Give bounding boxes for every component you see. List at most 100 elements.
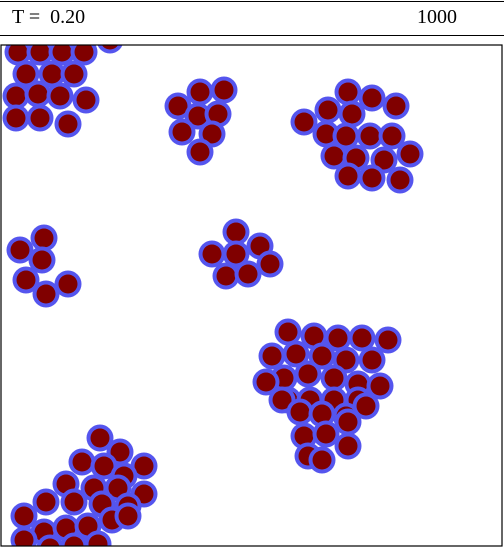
particle-core — [356, 396, 376, 416]
particle-core — [360, 126, 380, 146]
particle — [97, 45, 123, 54]
particle-core — [118, 506, 138, 526]
particle-core — [42, 64, 62, 84]
particle — [282, 340, 310, 368]
particle — [320, 364, 348, 392]
simulation-header: T = 0.20 1000 — [0, 0, 504, 36]
particle-core — [190, 82, 210, 102]
particle — [374, 326, 402, 354]
particle-core — [382, 126, 402, 146]
particle — [198, 240, 226, 268]
particle-core — [214, 80, 234, 100]
particle — [396, 140, 424, 168]
particle-core — [294, 112, 314, 132]
particle-core — [374, 150, 394, 170]
particle — [320, 142, 348, 170]
particle-core — [58, 114, 78, 134]
particle-core — [6, 86, 26, 106]
particle-core — [298, 364, 318, 384]
particle — [358, 346, 386, 374]
particle-core — [262, 346, 282, 366]
particle-core — [312, 450, 332, 470]
particle-core — [134, 456, 154, 476]
particle-core — [338, 166, 358, 186]
particle-core — [72, 452, 92, 472]
particle-core — [286, 344, 306, 364]
particle-core — [324, 146, 344, 166]
particle-core — [58, 274, 78, 294]
particle — [10, 502, 38, 530]
particle — [12, 60, 40, 88]
particle-core — [172, 122, 192, 142]
particle-core — [202, 244, 222, 264]
particle — [90, 452, 118, 480]
header-bottom-rule — [0, 35, 504, 36]
particle — [26, 104, 54, 132]
particle-core — [400, 144, 420, 164]
particle-core — [370, 376, 390, 396]
particle-core — [16, 64, 36, 84]
particle-core — [56, 518, 76, 538]
particle — [130, 452, 158, 480]
particle-core — [318, 100, 338, 120]
particle-core — [30, 108, 50, 128]
particle — [32, 488, 60, 516]
particle — [30, 224, 58, 252]
particle — [286, 398, 314, 426]
particle-core — [6, 108, 26, 128]
particle-core — [10, 240, 30, 260]
particle-core — [272, 390, 292, 410]
particle-core — [90, 428, 110, 448]
particle — [312, 420, 340, 448]
header-top-rule — [0, 1, 504, 2]
temperature-label: T = 0.20 — [12, 6, 86, 28]
particle-core — [316, 424, 336, 444]
particle-core — [346, 148, 366, 168]
particle-core — [188, 106, 208, 126]
particle — [222, 218, 250, 246]
particle-core — [168, 96, 188, 116]
particle-core — [30, 45, 50, 62]
particle-core — [338, 412, 358, 432]
simulation-box-border — [0, 44, 503, 547]
particle — [186, 138, 214, 166]
particle-core — [64, 492, 84, 512]
particle — [4, 45, 32, 66]
particle — [234, 260, 262, 288]
particle-core — [76, 90, 96, 110]
particle-core — [56, 474, 76, 494]
particle-core — [88, 534, 108, 546]
particle — [352, 392, 380, 420]
particle-core — [238, 264, 258, 284]
particle — [70, 45, 98, 66]
particle-core — [64, 536, 84, 546]
particle — [324, 324, 352, 352]
particle-core — [208, 104, 228, 124]
particle — [60, 532, 88, 546]
particle — [24, 80, 52, 108]
particle-core — [362, 350, 382, 370]
particle — [186, 78, 214, 106]
particle-core — [226, 244, 246, 264]
particle — [168, 118, 196, 146]
particle — [28, 246, 56, 274]
particle — [308, 446, 336, 474]
particle-core — [336, 126, 356, 146]
particle — [72, 86, 100, 114]
particle — [36, 534, 64, 546]
particle — [60, 60, 88, 88]
particle — [334, 162, 362, 190]
particle — [38, 60, 66, 88]
particle-core — [352, 328, 372, 348]
particle-core — [190, 142, 210, 162]
particle — [54, 110, 82, 138]
particle — [68, 448, 96, 476]
particle — [386, 166, 414, 194]
particle-core — [50, 86, 70, 106]
particle — [12, 266, 40, 294]
particle — [274, 318, 302, 346]
particle — [164, 92, 192, 120]
particle — [332, 122, 360, 150]
particle — [210, 76, 238, 104]
particle-core — [14, 506, 34, 526]
